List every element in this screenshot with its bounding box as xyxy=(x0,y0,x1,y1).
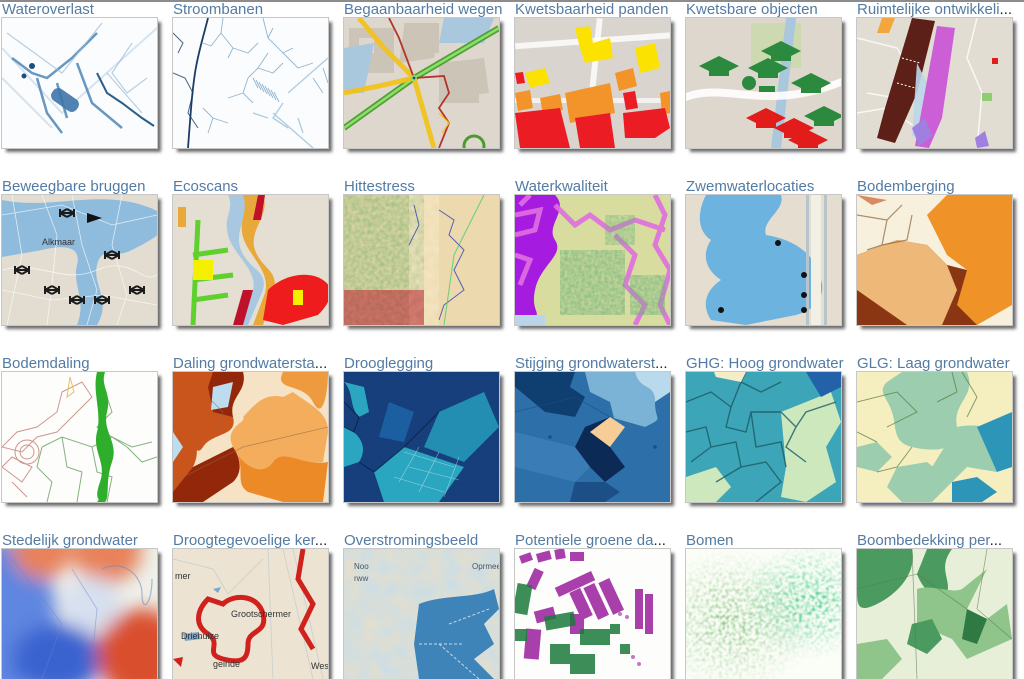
svg-text:mer: mer xyxy=(175,571,191,581)
svg-text:Driehuize: Driehuize xyxy=(181,631,219,641)
svg-text:Westb: Westb xyxy=(311,661,328,671)
svg-text:Alkmaar: Alkmaar xyxy=(42,237,75,247)
svg-text:rww: rww xyxy=(354,574,368,583)
svg-text:Oprmee: Oprmee xyxy=(472,562,499,571)
svg-text:Grootschermer: Grootschermer xyxy=(231,609,291,619)
svg-text:Noo: Noo xyxy=(354,562,369,571)
svg-text:geinde: geinde xyxy=(213,659,240,669)
